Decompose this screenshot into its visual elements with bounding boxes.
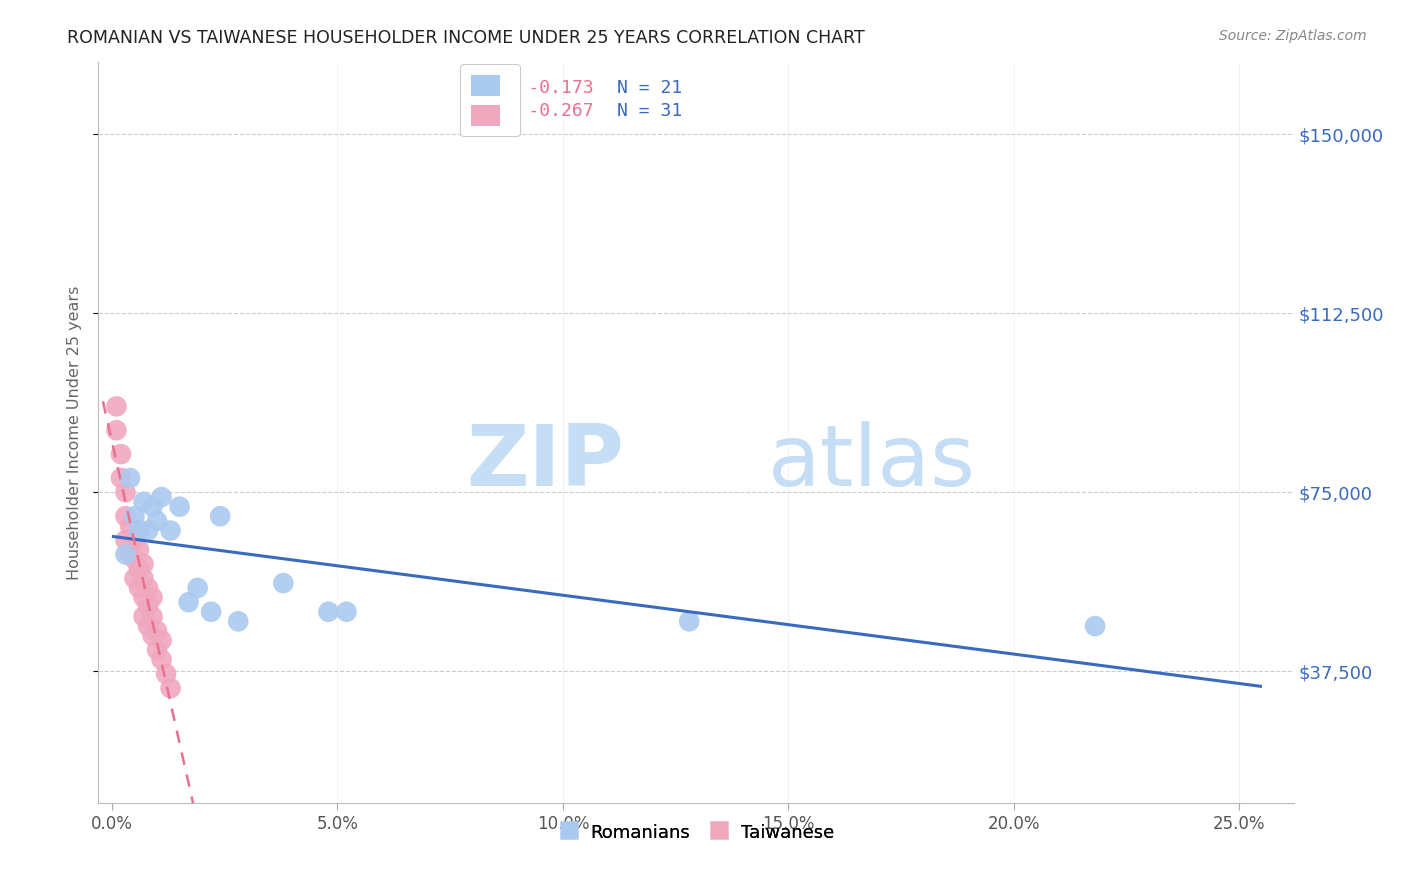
Point	[146, 514, 169, 528]
Point	[132, 557, 155, 571]
Point	[110, 471, 132, 485]
Point	[150, 490, 173, 504]
Point	[136, 619, 159, 633]
Point	[128, 562, 150, 576]
Point	[105, 423, 128, 437]
Point	[105, 400, 128, 414]
Text: atlas: atlas	[768, 421, 976, 504]
Text: N = 21: N = 21	[617, 79, 682, 97]
Point	[146, 643, 169, 657]
Point	[114, 533, 136, 547]
Point	[128, 524, 150, 538]
Text: R =  -0.173: R = -0.173	[474, 79, 593, 97]
Point	[128, 581, 150, 595]
Point	[114, 548, 136, 562]
Point	[159, 524, 181, 538]
Point	[150, 652, 173, 666]
Text: ZIP: ZIP	[467, 421, 624, 504]
Point	[118, 548, 141, 562]
Point	[124, 552, 146, 566]
Point	[226, 615, 249, 629]
Text: R =  -0.267: R = -0.267	[474, 102, 593, 120]
Point	[110, 447, 132, 461]
Point	[118, 471, 141, 485]
Point	[118, 518, 141, 533]
Text: ROMANIAN VS TAIWANESE HOUSEHOLDER INCOME UNDER 25 YEARS CORRELATION CHART: ROMANIAN VS TAIWANESE HOUSEHOLDER INCOME…	[67, 29, 865, 46]
Point	[132, 571, 155, 585]
Point	[136, 524, 159, 538]
Point	[209, 509, 232, 524]
Point	[150, 633, 173, 648]
Point	[318, 605, 340, 619]
Point	[187, 581, 209, 595]
Point	[169, 500, 191, 514]
Point	[132, 609, 155, 624]
Point	[132, 495, 155, 509]
Point	[1084, 619, 1107, 633]
Point	[114, 509, 136, 524]
Y-axis label: Householder Income Under 25 years: Householder Income Under 25 years	[67, 285, 83, 580]
Point	[136, 599, 159, 614]
Point	[141, 591, 163, 605]
Point	[124, 509, 146, 524]
Point	[273, 576, 295, 591]
Point	[678, 615, 700, 629]
Point	[146, 624, 169, 638]
Legend: Romanians, Taiwanese: Romanians, Taiwanese	[551, 815, 841, 849]
Point	[124, 571, 146, 585]
Point	[132, 591, 155, 605]
Text: N = 31: N = 31	[617, 102, 682, 120]
Point	[128, 542, 150, 557]
Point	[141, 629, 163, 643]
Point	[141, 609, 163, 624]
Point	[124, 533, 146, 547]
Point	[155, 666, 177, 681]
Point	[114, 485, 136, 500]
Point	[136, 581, 159, 595]
Point	[200, 605, 222, 619]
Text: Source: ZipAtlas.com: Source: ZipAtlas.com	[1219, 29, 1367, 43]
Point	[335, 605, 357, 619]
Point	[141, 500, 163, 514]
Point	[177, 595, 200, 609]
Point	[159, 681, 181, 695]
